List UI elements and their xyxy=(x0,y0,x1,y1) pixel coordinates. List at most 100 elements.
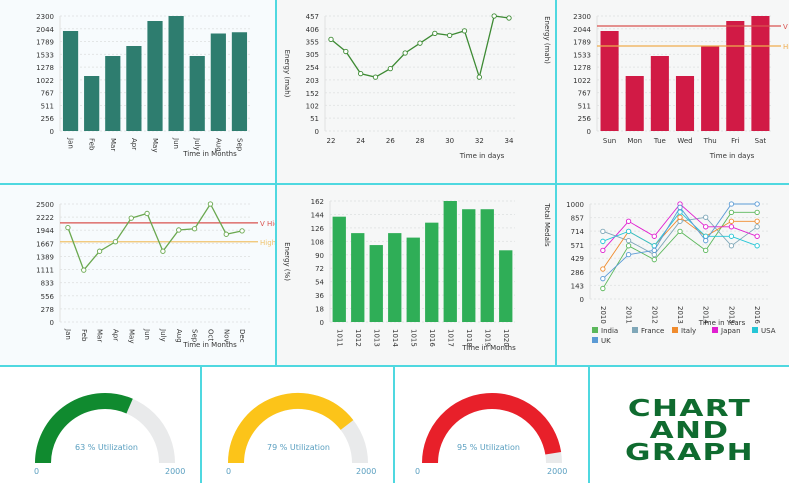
logo: CHART AND GRAPH xyxy=(590,367,789,483)
y-tick-label: 54 xyxy=(315,279,324,287)
data-point xyxy=(96,248,103,254)
y-tick-label: 1278 xyxy=(573,64,591,72)
y-tick-label: 254 xyxy=(306,64,320,72)
y-tick-label: 2300 xyxy=(573,13,591,21)
x-tick-label: Thu xyxy=(703,137,717,145)
data-point xyxy=(703,224,709,230)
x-tick-label: 2013 xyxy=(676,306,684,324)
bar xyxy=(351,233,365,322)
chart-svg: 0 256 511 767 1022 1278 1533 1789 2044 2300 Sun Mon… xyxy=(573,13,789,160)
bar xyxy=(388,233,402,322)
data-point xyxy=(491,13,497,19)
x-tick-label: 2016 xyxy=(753,306,761,324)
bar xyxy=(499,250,513,322)
y-tick-label: 108 xyxy=(311,238,324,246)
data-point xyxy=(372,74,379,80)
data-point xyxy=(703,247,709,254)
data-point xyxy=(677,228,683,235)
data-point xyxy=(191,226,198,232)
y-tick-label: 0 xyxy=(587,128,591,136)
bar xyxy=(600,31,619,131)
y-tick-label: 305 xyxy=(306,51,319,59)
series-line xyxy=(330,15,510,80)
x-tick-label: Mar xyxy=(96,329,104,342)
y-tick-label: 511 xyxy=(578,102,591,110)
data-point xyxy=(600,276,606,282)
x-axis-title: Time in Months xyxy=(461,344,516,352)
data-point xyxy=(754,224,760,230)
x-tick-label: 34 xyxy=(505,137,514,145)
data-point xyxy=(703,214,709,220)
reference-line-label: V High xyxy=(783,23,789,31)
reference-line-label: V High xyxy=(260,220,275,228)
divider xyxy=(200,367,202,483)
y-tick-label: 0 xyxy=(50,128,54,136)
x-axis-title: Time in days xyxy=(709,152,755,160)
y-tick-label: 1111 xyxy=(36,267,54,275)
gauge-95: 95 % Utilization 0 2000 xyxy=(395,367,588,483)
data-point xyxy=(625,218,632,224)
data-point xyxy=(128,215,134,221)
chart-panel-weekday-bars: 0 256 511 767 1022 1278 1533 1789 2044 2300 Sun Mon… xyxy=(557,0,789,183)
x-tick-label: 2011 xyxy=(625,306,633,324)
data-point xyxy=(328,36,334,43)
x-tick-label: 22 xyxy=(327,137,336,145)
reference-line-label: High xyxy=(783,43,789,51)
bar xyxy=(84,76,100,131)
x-tick-label: 32 xyxy=(475,137,484,145)
x-tick-label: 30 xyxy=(445,137,454,145)
y-tick-label: 0 xyxy=(320,319,324,327)
y-tick-label: 571 xyxy=(571,242,584,250)
x-tick-label: July xyxy=(159,328,167,342)
y-tick-label: 857 xyxy=(571,215,584,223)
data-point xyxy=(677,214,683,220)
y-tick-label: 1022 xyxy=(573,77,591,85)
x-tick-label: 2010 xyxy=(599,306,607,324)
x-axis-title: Time in days xyxy=(459,152,505,160)
gauge-79: 79 % Utilization 0 2000 xyxy=(202,367,393,483)
x-tick-label: 1012 xyxy=(354,329,362,347)
y-tick-label: 72 xyxy=(315,265,324,273)
chart-panel-monthly-bars: 0 256 511 767 1022 1278 1533 1789 2044 2300 Jan Feb… xyxy=(0,0,275,183)
gauge-min: 0 xyxy=(226,467,232,476)
x-tick-label: May xyxy=(151,138,159,152)
data-point xyxy=(239,228,245,234)
series-line xyxy=(602,216,758,270)
y-tick-label: 0 xyxy=(50,319,54,327)
data-point xyxy=(703,238,709,244)
data-point xyxy=(677,204,683,210)
data-point xyxy=(728,224,735,230)
x-tick-label: Jan xyxy=(64,328,72,340)
bar xyxy=(231,32,248,131)
data-point xyxy=(651,251,657,258)
bar xyxy=(443,201,457,322)
data-point xyxy=(728,218,735,224)
y-tick-label: 143 xyxy=(571,282,584,290)
divider xyxy=(393,367,395,483)
x-tick-label: 1019 xyxy=(483,329,491,347)
x-tick-label: Feb xyxy=(80,329,88,342)
data-point xyxy=(343,48,349,55)
y-tick-label: 203 xyxy=(306,77,319,85)
x-tick-label: Sep xyxy=(191,329,199,343)
bar xyxy=(726,21,745,131)
y-tick-label: 102 xyxy=(306,102,319,110)
y-tick-label: 1944 xyxy=(36,227,54,235)
bar xyxy=(675,76,695,131)
y-tick-label: 1022 xyxy=(36,77,54,85)
y-tick-label: 36 xyxy=(315,292,324,300)
x-axis-title: Time in Months xyxy=(182,341,237,349)
data-point xyxy=(447,32,453,39)
x-tick-label: 28 xyxy=(416,137,425,145)
data-point xyxy=(600,285,606,292)
legend-swatch xyxy=(672,327,678,333)
data-point xyxy=(625,251,632,258)
data-point xyxy=(754,218,760,224)
data-point xyxy=(600,228,606,235)
chart-panel-daily-energy-line: 0 51 102 152 203 254 305 355 406 457 22 24 26 28 30 32 3… xyxy=(277,0,555,183)
x-tick-label: Apr xyxy=(111,329,119,341)
divider xyxy=(588,367,590,483)
data-point xyxy=(754,201,760,207)
x-tick-label: Fri xyxy=(731,137,739,145)
x-axis-title: Time in Years xyxy=(698,319,746,327)
